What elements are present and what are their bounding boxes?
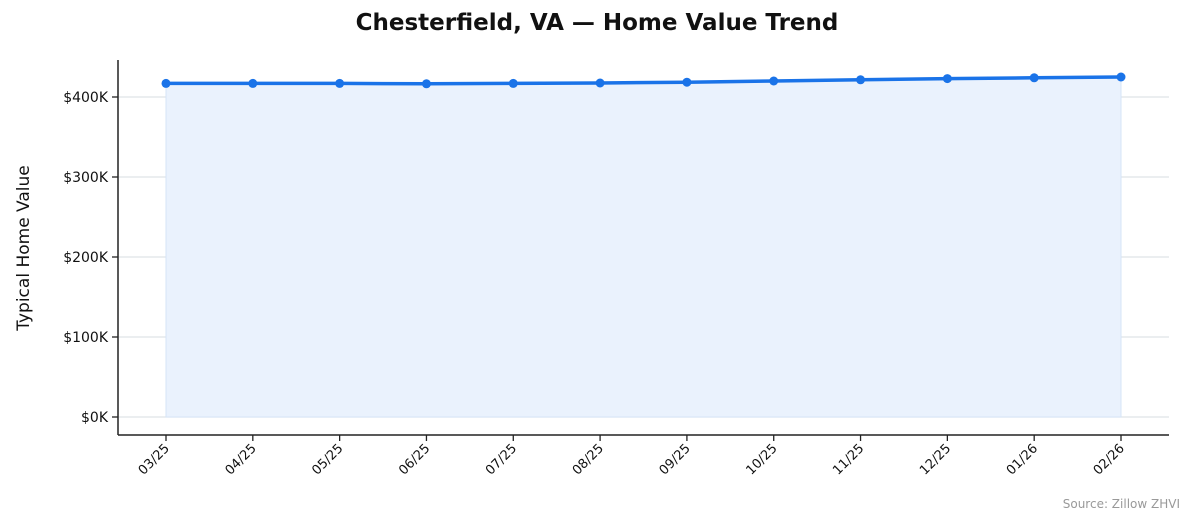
x-tick-label: 07/25 bbox=[483, 441, 520, 478]
data-point bbox=[1116, 72, 1126, 82]
data-point bbox=[248, 78, 258, 88]
data-point bbox=[161, 78, 171, 88]
axes bbox=[117, 60, 1169, 436]
x-tick-label: 12/25 bbox=[917, 441, 954, 478]
data-point bbox=[421, 79, 431, 89]
chart-title: Chesterfield, VA — Home Value Trend bbox=[355, 10, 839, 36]
data-point bbox=[508, 78, 518, 88]
y-tick-label: $0K bbox=[81, 410, 109, 426]
area-fill bbox=[165, 76, 1122, 418]
x-tick-label: 08/25 bbox=[570, 441, 607, 478]
data-point bbox=[769, 76, 779, 86]
x-tick-label: 04/25 bbox=[223, 441, 260, 478]
y-tick-label: $200K bbox=[63, 250, 109, 266]
trend-line bbox=[166, 75, 1122, 86]
x-tick-label: 02/26 bbox=[1091, 441, 1128, 478]
data-point bbox=[942, 74, 952, 84]
x-tick-label: 11/25 bbox=[830, 441, 867, 478]
x-tick-label: 05/25 bbox=[309, 441, 346, 478]
x-axis-ticks: 03/25 04/25 05/25 06/25 07/25 08/25 09/25 10/25… bbox=[136, 435, 1128, 478]
y-tick-label: $400K bbox=[63, 90, 109, 106]
data-point bbox=[335, 78, 345, 88]
y-tick-label: $100K bbox=[63, 330, 109, 346]
data-point bbox=[682, 77, 692, 87]
x-tick-label: 09/25 bbox=[657, 441, 694, 478]
x-tick-label: 10/25 bbox=[743, 441, 780, 478]
y-tick-label: $300K bbox=[63, 170, 109, 186]
source-note: Source: Zillow ZHVI bbox=[1062, 497, 1180, 511]
x-tick-label: 03/25 bbox=[136, 441, 173, 478]
data-point bbox=[595, 78, 605, 88]
data-points bbox=[161, 72, 1126, 89]
x-tick-label: 06/25 bbox=[396, 441, 433, 478]
data-point bbox=[856, 75, 866, 85]
x-tick-label: 01/26 bbox=[1004, 441, 1041, 478]
y-axis-ticks: $0K $100K $200K $300K $400K bbox=[63, 90, 118, 426]
data-point bbox=[1029, 73, 1039, 83]
